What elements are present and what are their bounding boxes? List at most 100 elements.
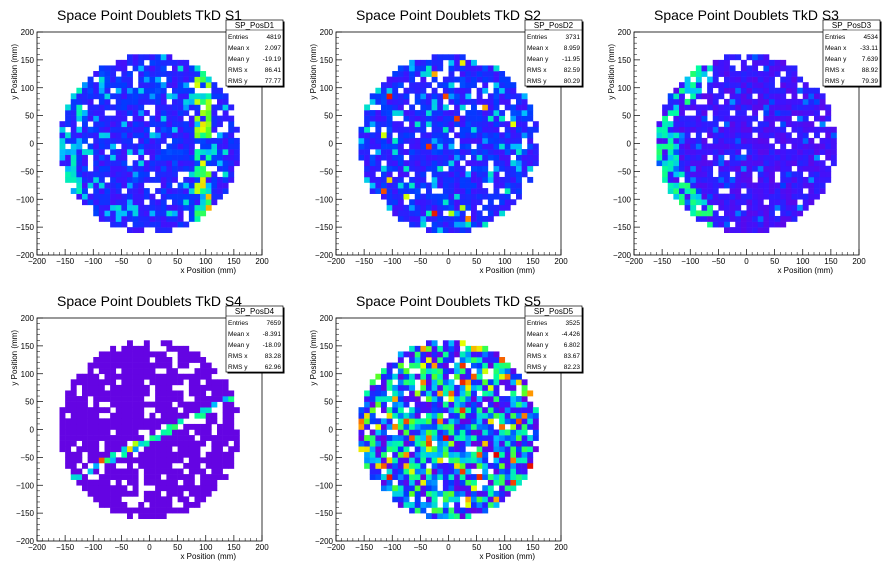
- heatmap-bin: [459, 93, 466, 100]
- heatmap-bin: [104, 199, 111, 206]
- heatmap-bin: [160, 412, 167, 419]
- heatmap-bin: [426, 137, 432, 144]
- heatmap-bin: [409, 221, 416, 228]
- heatmap-bin: [695, 126, 702, 133]
- heatmap-bin: [70, 474, 77, 480]
- heatmap-bin: [521, 396, 528, 402]
- heatmap-bin: [746, 71, 753, 77]
- heatmap-bin: [70, 137, 77, 144]
- heatmap-bin: [746, 87, 753, 94]
- heatmap-bin: [228, 407, 235, 414]
- heatmap-bin: [499, 165, 506, 172]
- heatmap-bin: [690, 143, 697, 150]
- heatmap-bin: [763, 176, 770, 183]
- heatmap-bin: [718, 149, 725, 155]
- heatmap-bin: [414, 71, 421, 77]
- heatmap-bin: [442, 345, 449, 352]
- heatmap-bin: [516, 446, 522, 453]
- heatmap-bin: [149, 210, 156, 217]
- heatmap-bin: [375, 446, 382, 453]
- heatmap-bin: [110, 390, 117, 397]
- heatmap-bin: [493, 474, 500, 480]
- heatmap-bin: [673, 121, 680, 128]
- heatmap-bin: [177, 115, 184, 122]
- heatmap-bin: [459, 121, 466, 128]
- heatmap-bin: [431, 501, 438, 508]
- heatmap-bin: [679, 110, 685, 116]
- heatmap-bin: [98, 204, 105, 211]
- heatmap-bin: [115, 362, 122, 369]
- heatmap-bin: [143, 71, 150, 77]
- heatmap-bin: [785, 137, 792, 144]
- heatmap-bin: [757, 98, 764, 105]
- heatmap-bin: [87, 368, 94, 375]
- heatmap-bin: [138, 154, 145, 161]
- heatmap-bin: [143, 76, 150, 83]
- heatmap-bin: [785, 104, 792, 111]
- heatmap-bin: [177, 182, 184, 189]
- heatmap-bin: [420, 379, 427, 386]
- heatmap-bin: [222, 396, 229, 402]
- heatmap-bin: [482, 396, 489, 402]
- heatmap-bin: [785, 121, 792, 128]
- heatmap-bin: [381, 121, 387, 128]
- heatmap-bin: [369, 435, 376, 441]
- heatmap-bin: [521, 474, 528, 480]
- heatmap-bin: [110, 357, 117, 363]
- heatmap-bin: [375, 165, 382, 172]
- heatmap-bin: [510, 468, 517, 475]
- heatmap-bin: [476, 65, 483, 72]
- heatmap-bin: [465, 401, 472, 408]
- heatmap-bin: [160, 54, 167, 61]
- heatmap-bin: [431, 396, 438, 402]
- heatmap-bin: [59, 132, 66, 139]
- heatmap-bin: [701, 121, 708, 128]
- heatmap-bin: [397, 126, 404, 133]
- heatmap-bin: [499, 373, 506, 380]
- heatmap-bin: [476, 221, 483, 228]
- heatmap-bin: [115, 87, 122, 94]
- heatmap-bin: [746, 132, 753, 139]
- heatmap-bin: [701, 65, 708, 72]
- heatmap-bin: [104, 154, 111, 161]
- heatmap-bin: [381, 93, 387, 100]
- heatmap-bin: [200, 468, 207, 475]
- heatmap-bin: [504, 468, 511, 475]
- stats-label: Mean x: [228, 331, 250, 338]
- heatmap-bin: [516, 171, 522, 178]
- heatmap-bin: [132, 132, 139, 139]
- heatmap-bin: [172, 154, 178, 161]
- heatmap-bin: [403, 126, 410, 133]
- heatmap-bin: [76, 401, 83, 408]
- heatmap-bin: [160, 373, 167, 380]
- heatmap-bin: [471, 82, 477, 89]
- heatmap-bin: [431, 496, 438, 503]
- heatmap-bin: [205, 204, 212, 211]
- heatmap-bin: [476, 199, 483, 206]
- heatmap-bin: [487, 98, 494, 105]
- heatmap-bin: [504, 93, 511, 100]
- heatmap-bin: [143, 490, 150, 497]
- heatmap-bin: [465, 462, 472, 469]
- heatmap-bin: [521, 390, 528, 397]
- heatmap-bin: [188, 379, 195, 386]
- heatmap-bin: [414, 121, 421, 128]
- heatmap-bin: [431, 407, 438, 414]
- heatmap-bin: [121, 345, 128, 352]
- heatmap-bin: [740, 76, 747, 83]
- heatmap-bin: [532, 423, 539, 430]
- heatmap-bin: [364, 137, 371, 144]
- heatmap-bin: [752, 149, 759, 155]
- heatmap-bin: [166, 457, 173, 464]
- x-tick-label: 150: [526, 543, 540, 552]
- heatmap-bin: [729, 87, 736, 94]
- heatmap-bin: [177, 193, 184, 200]
- heatmap-bin: [431, 468, 438, 475]
- heatmap-bin: [487, 215, 494, 222]
- heatmap-bin: [121, 362, 128, 369]
- heatmap-bin: [735, 227, 742, 234]
- heatmap-bin: [160, 479, 167, 486]
- heatmap-bin: [397, 149, 404, 155]
- heatmap-bin: [392, 154, 399, 161]
- heatmap-bin: [729, 121, 736, 128]
